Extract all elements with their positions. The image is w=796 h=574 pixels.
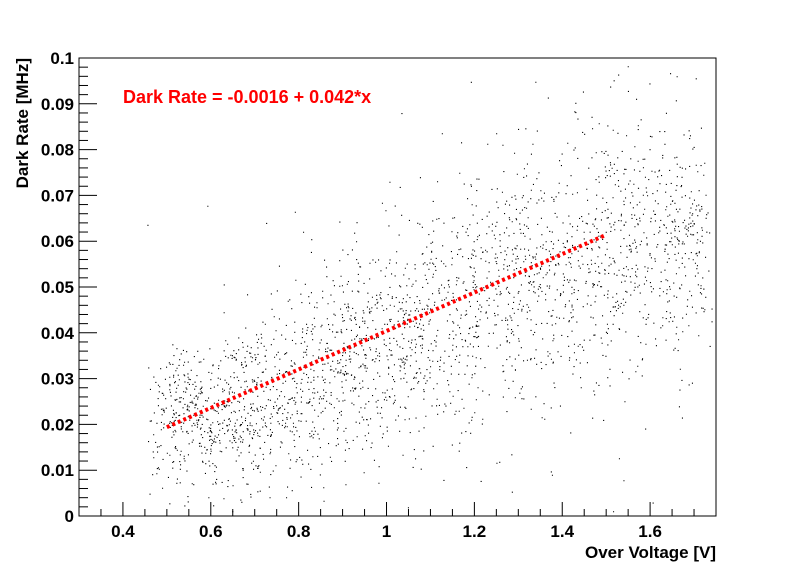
x-axis-title: Over Voltage [V] [585, 543, 716, 562]
y-tick-label: 0 [65, 507, 74, 526]
y-tick-label: 0.05 [41, 278, 74, 297]
y-tick-label: 0.09 [41, 95, 74, 114]
x-tick-label: 1.4 [550, 522, 574, 541]
y-tick-label: 0.08 [41, 141, 74, 160]
fit-annotation: Dark Rate = -0.0016 + 0.042*x [123, 87, 371, 107]
scatter-point-cloud [147, 66, 713, 513]
y-tick-label: 0.1 [50, 49, 74, 68]
y-tick-label: 0.06 [41, 232, 74, 251]
y-axis-title: Dark Rate [MHz] [13, 58, 32, 188]
x-tick-label: 1.6 [638, 522, 662, 541]
fit-line [166, 232, 607, 429]
y-tick-label: 0.01 [41, 461, 74, 480]
y-tick-label: 0.07 [41, 186, 74, 205]
y-axis-ticks: 0 0.01 0.02 0.03 0.04 0.05 0.06 0.07 0.08 0.09 0.1 [41, 49, 97, 526]
x-tick-label: 0.4 [111, 522, 135, 541]
plot-frame [78, 57, 717, 517]
fit-line-segment [166, 232, 607, 429]
y-tick-label: 0.04 [41, 324, 75, 343]
scatter-points [147, 66, 713, 513]
x-tick-label: 0.6 [199, 522, 223, 541]
y-tick-label: 0.02 [41, 415, 74, 434]
x-tick-label: 0.8 [287, 522, 311, 541]
x-tick-label: 1 [382, 522, 391, 541]
x-axis-ticks: 0.4 0.6 0.8 1 1.2 1.4 1.6 [78, 502, 717, 541]
y-tick-label: 0.03 [41, 370, 74, 389]
x-tick-label: 1.2 [463, 522, 487, 541]
